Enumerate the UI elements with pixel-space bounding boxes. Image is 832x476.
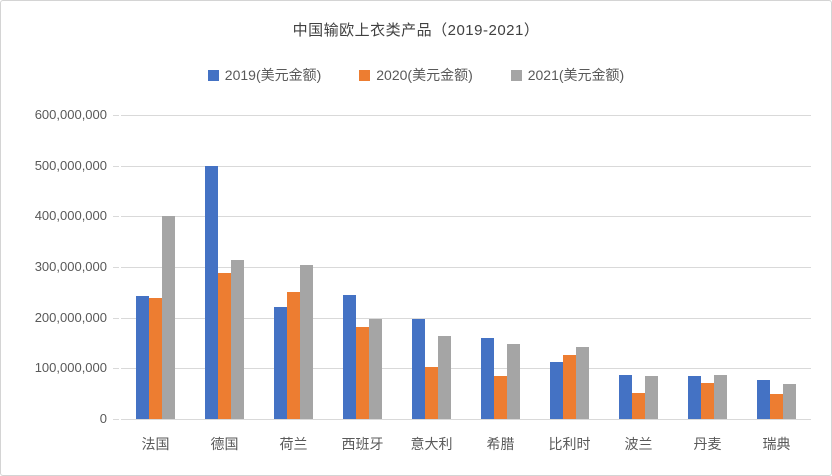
chart-title: 中国输欧上衣类产品（2019-2021） [292,22,540,39]
bar-2020-荷兰 [287,292,300,419]
gridline [121,317,811,319]
bar-2019-德国 [205,165,218,419]
bar-2021-希腊 [507,344,520,419]
bar-2020-希腊 [494,375,507,419]
bar-2021-波兰 [645,376,658,419]
y-axis-tick [113,165,119,167]
bar-2021-德国 [231,260,244,419]
x-axis-label: 荷兰 [279,436,308,452]
bar-2019-西班牙 [343,294,356,419]
gridline [121,267,811,268]
bar-2020-瑞典 [770,394,783,419]
x-axis-label: 意大利 [410,436,453,452]
x-axis-label: 德国 [210,436,239,452]
bar-2019-希腊 [481,337,494,419]
y-axis-tick [113,317,119,319]
bar-2020-比利时 [563,354,576,419]
bar-2021-丹麦 [714,375,727,419]
legend-item-2021: 2021(美元金额) [510,65,625,85]
x-axis-label: 法国 [141,436,170,452]
bar-2020-法国 [149,298,162,419]
bar-2019-波兰 [619,374,632,419]
legend-marker-icon [359,69,371,81]
bar-2019-比利时 [550,362,563,419]
legend-label: 2020(美元金额) [376,67,473,83]
y-axis-tick [113,216,119,218]
y-axis-label: 100,000,000 [34,360,107,376]
y-axis-label: 400,000,000 [34,208,107,224]
y-axis-label: 0 [99,411,107,426]
bar-2019-意大利 [412,318,425,419]
bar-2020-德国 [218,272,231,419]
bar-2020-意大利 [425,366,438,419]
chart-legend: 2019(美元金额) 2020(美元金额) 2021(美元金额) [1,65,831,85]
bar-2021-意大利 [438,336,451,419]
bar-2021-法国 [162,216,175,419]
gridline [121,419,811,420]
bar-2020-波兰 [632,392,645,419]
y-axis-tick [113,115,119,116]
bar-2021-比利时 [576,346,589,419]
bar-2019-瑞典 [757,380,770,419]
y-axis-label: 200,000,000 [34,309,107,325]
bar-2020-西班牙 [356,326,369,419]
gridline [121,115,811,116]
y-axis-tick [113,267,119,268]
gridline [121,368,811,370]
legend-marker-icon [207,69,219,81]
legend-marker-icon [510,69,522,81]
bar-2019-荷兰 [274,306,287,419]
y-axis-tick [113,419,119,420]
y-axis-label: 600,000,000 [34,107,107,122]
bar-2019-法国 [136,296,149,419]
y-axis-label: 300,000,000 [34,259,107,274]
x-axis-label: 比利时 [548,436,591,452]
gridline [121,165,811,167]
y-axis-label: 500,000,000 [34,157,107,173]
x-axis-label: 丹麦 [693,436,722,452]
bar-2021-荷兰 [300,264,313,419]
x-axis-label: 西班牙 [341,436,384,452]
legend-label: 2021(美元金额) [527,67,625,83]
x-axis-label: 希腊 [486,436,515,452]
bar-2021-瑞典 [783,383,796,419]
bar-2020-丹麦 [701,382,714,419]
gridline [121,216,811,218]
x-axis-label: 瑞典 [762,436,791,452]
legend-label: 2019(美元金额) [224,67,322,83]
legend-item-2019: 2019(美元金额) [207,65,322,85]
legend-item-2020: 2020(美元金额) [359,65,473,85]
bar-2021-西班牙 [369,318,382,419]
bar-2019-丹麦 [688,376,701,419]
x-axis-label: 波兰 [624,436,653,452]
y-axis-tick [113,368,119,370]
